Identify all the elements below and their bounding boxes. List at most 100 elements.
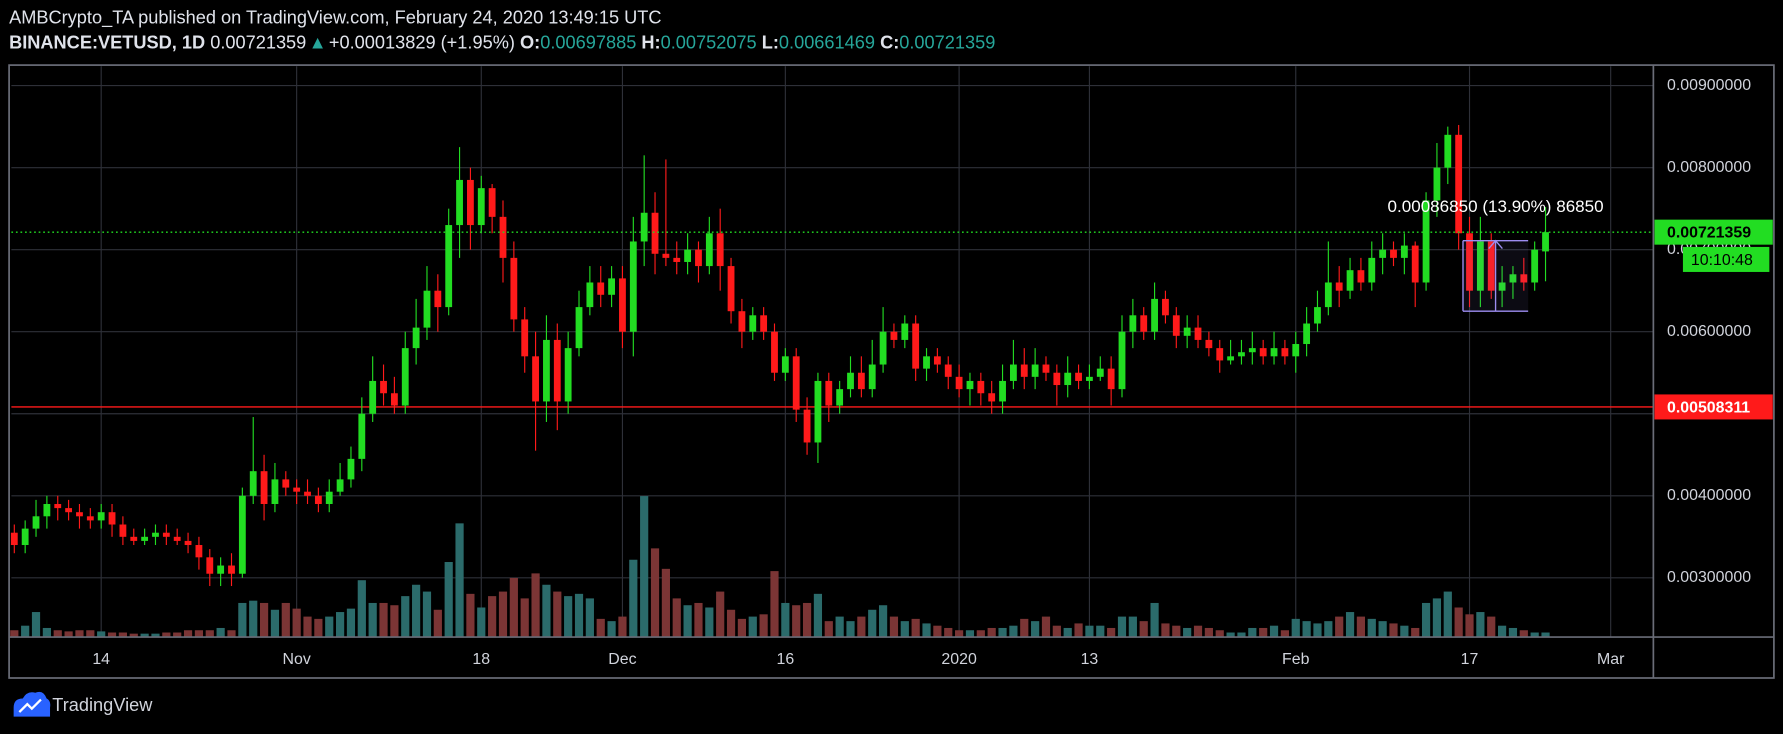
volume-bar — [1530, 632, 1539, 638]
volume-bar — [1204, 627, 1213, 638]
volume-bar — [270, 609, 280, 638]
volume-bar — [1313, 623, 1322, 638]
candle-body — [390, 393, 398, 406]
candle-body — [1270, 348, 1278, 357]
candle-body — [271, 479, 279, 504]
price-label-box — [1654, 219, 1773, 245]
candle-body — [162, 532, 170, 537]
volume-bar — [466, 593, 475, 638]
candle-body — [282, 479, 290, 488]
candle-body — [1314, 307, 1321, 324]
candle-body — [673, 257, 681, 262]
volume-bar — [379, 602, 388, 638]
volume-bar — [1476, 612, 1485, 638]
candle-body — [1238, 352, 1245, 357]
candle-body — [380, 380, 387, 394]
volume-bar — [162, 632, 171, 638]
volume-bar — [976, 630, 985, 638]
candle-body — [1227, 356, 1235, 361]
candle-body — [901, 323, 909, 340]
volume-bar — [705, 607, 714, 638]
footer-logo — [13, 691, 51, 717]
volume-bar — [1031, 621, 1040, 638]
ohlc-value: 0.00697885 — [540, 32, 636, 52]
footer-brand: TradingView — [52, 695, 153, 715]
volume-bar — [433, 609, 442, 638]
volume-bar — [1487, 616, 1496, 638]
candle-body — [1248, 348, 1256, 353]
symbol-line: BINANCE:VETUSD, 1D 0.00721359 ▲ +0.0001382… — [9, 32, 995, 52]
volume-bar — [998, 627, 1007, 638]
volume-bar — [498, 591, 508, 638]
candle-body — [477, 188, 485, 226]
candle-body — [1183, 327, 1191, 336]
volume-bar — [1226, 632, 1235, 638]
candle-body — [1172, 315, 1180, 336]
volume-bar — [1280, 630, 1289, 638]
volume-bar — [1128, 616, 1137, 638]
candle-body — [1086, 376, 1093, 381]
candle-body — [771, 331, 778, 373]
volume-bar — [488, 596, 497, 638]
candle-body — [1053, 372, 1061, 386]
volume-bar — [1497, 625, 1507, 638]
candle-body — [54, 503, 62, 509]
volume-bar — [955, 630, 964, 638]
candle-body — [890, 331, 898, 340]
candle-body — [499, 216, 507, 258]
volume-bar — [21, 625, 30, 638]
volume-bar — [1096, 625, 1105, 638]
volume-bar — [227, 630, 236, 638]
volume-bar — [1345, 612, 1355, 638]
candle-body — [249, 471, 257, 496]
volume-bar — [694, 602, 703, 638]
candle-body — [228, 565, 235, 574]
candles — [10, 124, 1549, 587]
volume-bar — [444, 562, 453, 638]
candle-body — [217, 565, 225, 574]
volume-bar — [1237, 632, 1246, 638]
volume-bar — [422, 591, 432, 638]
candle-body — [999, 380, 1006, 402]
candle-body — [10, 532, 18, 546]
candle-body — [1118, 331, 1126, 390]
volume-bar — [650, 548, 660, 638]
candle-body — [825, 380, 833, 406]
ohlc-value: 0.00661469 — [779, 32, 875, 52]
candle-body — [1064, 372, 1072, 386]
candle-body — [1368, 257, 1376, 283]
candle-body — [1531, 249, 1539, 283]
candle-body — [1140, 315, 1148, 332]
candle-body — [456, 179, 463, 226]
volume-bar — [933, 625, 942, 638]
volume-bar — [574, 593, 584, 638]
candle-body — [1162, 298, 1169, 316]
volume-bar — [1443, 591, 1452, 638]
candle-body — [1194, 327, 1202, 340]
volume-bar — [216, 627, 225, 638]
candle-body — [781, 356, 789, 373]
volume-bar — [770, 571, 779, 638]
candle-body — [1542, 232, 1549, 252]
candle-body — [857, 372, 865, 390]
volume-bar — [1324, 621, 1333, 638]
volume-bar — [1139, 621, 1148, 638]
volume-bar — [922, 623, 931, 638]
logo-line — [18, 698, 42, 713]
volume-bar — [368, 602, 377, 638]
candle-body — [977, 380, 985, 394]
volume-bar — [1269, 625, 1279, 638]
y-tick-label: 0.00300000 — [1667, 569, 1751, 586]
volume-bar — [1052, 625, 1061, 638]
candle-body — [597, 282, 605, 295]
volume-bar — [314, 618, 323, 638]
candle-body — [695, 249, 702, 267]
volume-bar — [944, 627, 953, 638]
candle-body — [412, 327, 420, 349]
candle-body — [727, 266, 735, 312]
volume — [10, 496, 1550, 638]
price-label: 0.00508311 — [1667, 399, 1750, 416]
candle-body — [760, 315, 768, 332]
